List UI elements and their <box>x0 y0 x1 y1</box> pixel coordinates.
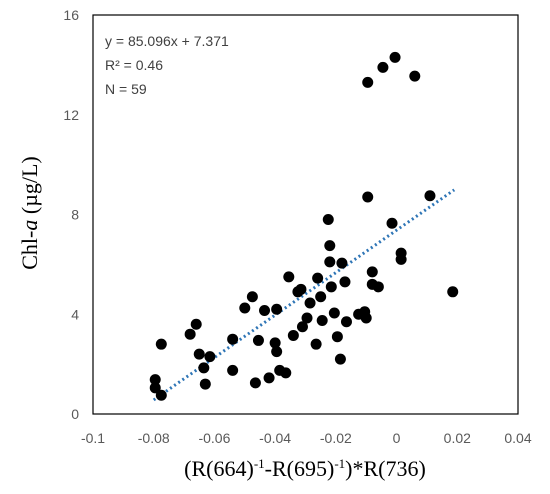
data-point <box>283 271 295 283</box>
x-tick-label: -0.1 <box>81 430 105 446</box>
data-point <box>193 348 205 360</box>
data-point <box>252 334 264 346</box>
x-axis-title: (R(664)-1-R(695)-1)*R(736) <box>184 456 426 481</box>
data-point <box>324 240 336 252</box>
data-point <box>155 338 167 350</box>
annotation-line: y = 85.096x + 7.371 <box>105 33 229 49</box>
data-point <box>362 76 374 88</box>
data-point <box>334 353 346 365</box>
data-point <box>204 351 216 363</box>
y-axis-title: Chl-a (µg/L) <box>17 156 42 270</box>
data-points <box>149 51 459 401</box>
data-point <box>239 302 251 314</box>
data-point <box>198 362 210 374</box>
data-point <box>190 318 202 330</box>
data-point <box>249 377 261 389</box>
data-point <box>246 291 258 303</box>
data-point <box>389 51 401 63</box>
x-tick-labels: -0.1 -0.08 -0.06 -0.04 -0.02 0 0.02 0.04 <box>81 430 532 446</box>
data-point <box>362 191 374 203</box>
data-point <box>301 312 313 324</box>
data-point <box>310 338 322 350</box>
data-point <box>377 61 389 73</box>
data-point <box>263 372 275 384</box>
data-point <box>287 329 299 341</box>
data-point <box>447 286 459 298</box>
x-tick-label: 0.04 <box>504 430 531 446</box>
data-point <box>409 70 421 82</box>
x-tick-label: -0.08 <box>138 430 170 446</box>
data-point <box>316 314 328 326</box>
y-tick-label: 4 <box>71 306 79 322</box>
data-point <box>304 297 316 309</box>
y-tick-labels: 0 4 8 12 16 <box>63 7 79 422</box>
annotation-line: N = 59 <box>105 81 147 97</box>
data-point <box>372 281 384 293</box>
data-point <box>271 303 283 315</box>
annotation-line: R² = 0.46 <box>105 57 163 73</box>
data-point <box>312 272 324 284</box>
data-point <box>149 374 161 386</box>
data-point <box>331 331 343 343</box>
data-point <box>227 333 239 345</box>
data-point <box>386 217 398 229</box>
data-point <box>280 367 292 379</box>
data-point <box>424 190 436 202</box>
equation-annotations: y = 85.096x + 7.371 R² = 0.46 N = 59 <box>105 33 229 97</box>
data-point <box>340 316 352 328</box>
data-point <box>259 305 271 317</box>
x-tick-label: 0 <box>393 430 401 446</box>
data-point <box>395 253 407 265</box>
data-point <box>155 389 167 401</box>
data-point <box>324 256 336 268</box>
data-point <box>184 328 196 340</box>
y-tick-label: 0 <box>71 406 79 422</box>
y-tick-label: 12 <box>63 107 79 123</box>
data-point <box>295 283 307 295</box>
x-tick-label: -0.06 <box>198 430 230 446</box>
data-point <box>227 364 239 376</box>
data-point <box>199 378 211 390</box>
y-tick-label: 8 <box>71 207 79 223</box>
data-point <box>269 337 281 349</box>
data-point <box>366 266 378 278</box>
x-tick-label: -0.02 <box>320 430 352 446</box>
x-tick-label: -0.04 <box>259 430 291 446</box>
y-tick-label: 16 <box>63 7 79 23</box>
data-point <box>336 257 348 269</box>
plot-area-border <box>92 14 519 415</box>
data-point <box>360 312 372 324</box>
data-point <box>322 213 334 225</box>
x-tick-label: 0.02 <box>444 430 471 446</box>
data-point <box>339 276 351 288</box>
data-point <box>325 281 337 293</box>
data-point <box>296 321 308 333</box>
data-point <box>271 346 283 358</box>
data-point <box>328 307 340 319</box>
data-point <box>149 382 161 394</box>
data-point <box>315 291 327 303</box>
